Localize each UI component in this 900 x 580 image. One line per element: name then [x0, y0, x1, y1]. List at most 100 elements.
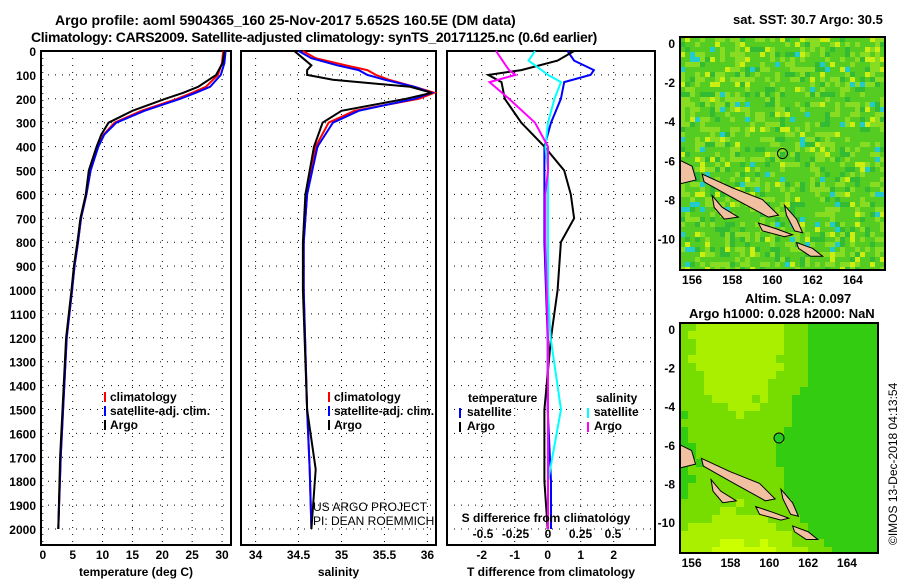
map-cell: [855, 57, 860, 62]
map-cell: [690, 77, 695, 82]
map-cell: [765, 267, 770, 270]
map-cell: [872, 363, 878, 371]
map-cell: [875, 57, 880, 62]
map-cell: [800, 499, 808, 507]
map-cell: [800, 232, 805, 237]
map-cell: [855, 202, 860, 207]
map-cell: [820, 92, 825, 97]
map-cell: [840, 262, 845, 267]
map-cell: [855, 92, 860, 97]
map-cell: [760, 87, 765, 92]
map-cell: [690, 152, 695, 157]
map-cell: [880, 232, 885, 237]
map-cell: [735, 267, 740, 270]
map-cell: [880, 207, 885, 212]
map-cell: [784, 435, 792, 443]
map-cell: [780, 62, 785, 67]
map-cell: [750, 267, 755, 270]
map-cell: [825, 152, 830, 157]
island: [791, 525, 820, 540]
map-cell: [775, 67, 780, 72]
map-cell: [792, 363, 800, 371]
map-cell: [728, 539, 736, 547]
map-cell: [790, 202, 795, 207]
map-cell: [680, 207, 685, 212]
map-cell: [728, 323, 736, 331]
map-cell: [816, 483, 824, 491]
map-cell: [765, 247, 770, 252]
map-cell: [820, 192, 825, 197]
map-cell: [850, 182, 855, 187]
map-cell: [790, 147, 795, 152]
map-cell: [865, 262, 870, 267]
map-cell: [745, 167, 750, 172]
map-cell: [825, 257, 830, 262]
map-cell: [768, 395, 776, 403]
map-cell: [810, 232, 815, 237]
map-cell: [725, 267, 730, 270]
island: [710, 477, 738, 504]
map-cell: [845, 217, 850, 222]
map-cell: [695, 202, 700, 207]
map-cell: [840, 467, 848, 475]
map-cell: [685, 217, 690, 222]
map-cell: [850, 82, 855, 87]
map-cell: [816, 411, 824, 419]
map-cell: [736, 499, 744, 507]
map-cell: [735, 262, 740, 267]
map-cell: [760, 427, 768, 435]
map-cell: [744, 355, 752, 363]
map-cell: [685, 52, 690, 57]
map-cell: [680, 227, 685, 232]
legend-swatch: [587, 408, 589, 418]
map-cell: [770, 122, 775, 127]
map-cell: [710, 262, 715, 267]
map-cell: [705, 157, 710, 162]
map-cell: [720, 147, 725, 152]
map-cell: [690, 132, 695, 137]
map-cell: [680, 192, 685, 197]
map-cell: [815, 262, 820, 267]
map-cell: [790, 82, 795, 87]
map-cell: [810, 202, 815, 207]
map-cell: [785, 57, 790, 62]
map-cell: [820, 72, 825, 77]
map-cell: [870, 52, 875, 57]
map-cell: [824, 387, 832, 395]
map-cell: [760, 467, 768, 475]
map-cell: [808, 419, 816, 427]
map-cell: [840, 247, 845, 252]
map-cell: [710, 122, 715, 127]
map-cell: [685, 267, 690, 270]
map-cell: [696, 411, 704, 419]
map-cell: [795, 127, 800, 132]
map-cell: [780, 87, 785, 92]
map-cell: [856, 339, 864, 347]
y-tick-label: 800: [16, 236, 36, 250]
map-cell: [815, 267, 820, 270]
map-cell: [705, 67, 710, 72]
map-cell: [725, 162, 730, 167]
map-cell: [815, 152, 820, 157]
map-cell: [825, 107, 830, 112]
map-cell: [845, 262, 850, 267]
map-cell: [850, 112, 855, 117]
map-cell: [755, 157, 760, 162]
map-cell: [740, 42, 745, 47]
map-cell: [696, 371, 704, 379]
map-cell: [736, 531, 744, 539]
legend-swatch: [328, 406, 330, 416]
map-cell: [865, 132, 870, 137]
map-cell: [705, 242, 710, 247]
map-cell: [880, 167, 885, 172]
map-cell: [860, 252, 865, 257]
map-cell: [800, 379, 808, 387]
map-cell: [855, 122, 860, 127]
map-cell: [755, 42, 760, 47]
map-cell: [745, 227, 750, 232]
map-cell: [710, 167, 715, 172]
map-cell: [680, 363, 688, 371]
map-cell: [845, 167, 850, 172]
map-cell: [720, 507, 728, 515]
map-cell: [775, 37, 780, 42]
